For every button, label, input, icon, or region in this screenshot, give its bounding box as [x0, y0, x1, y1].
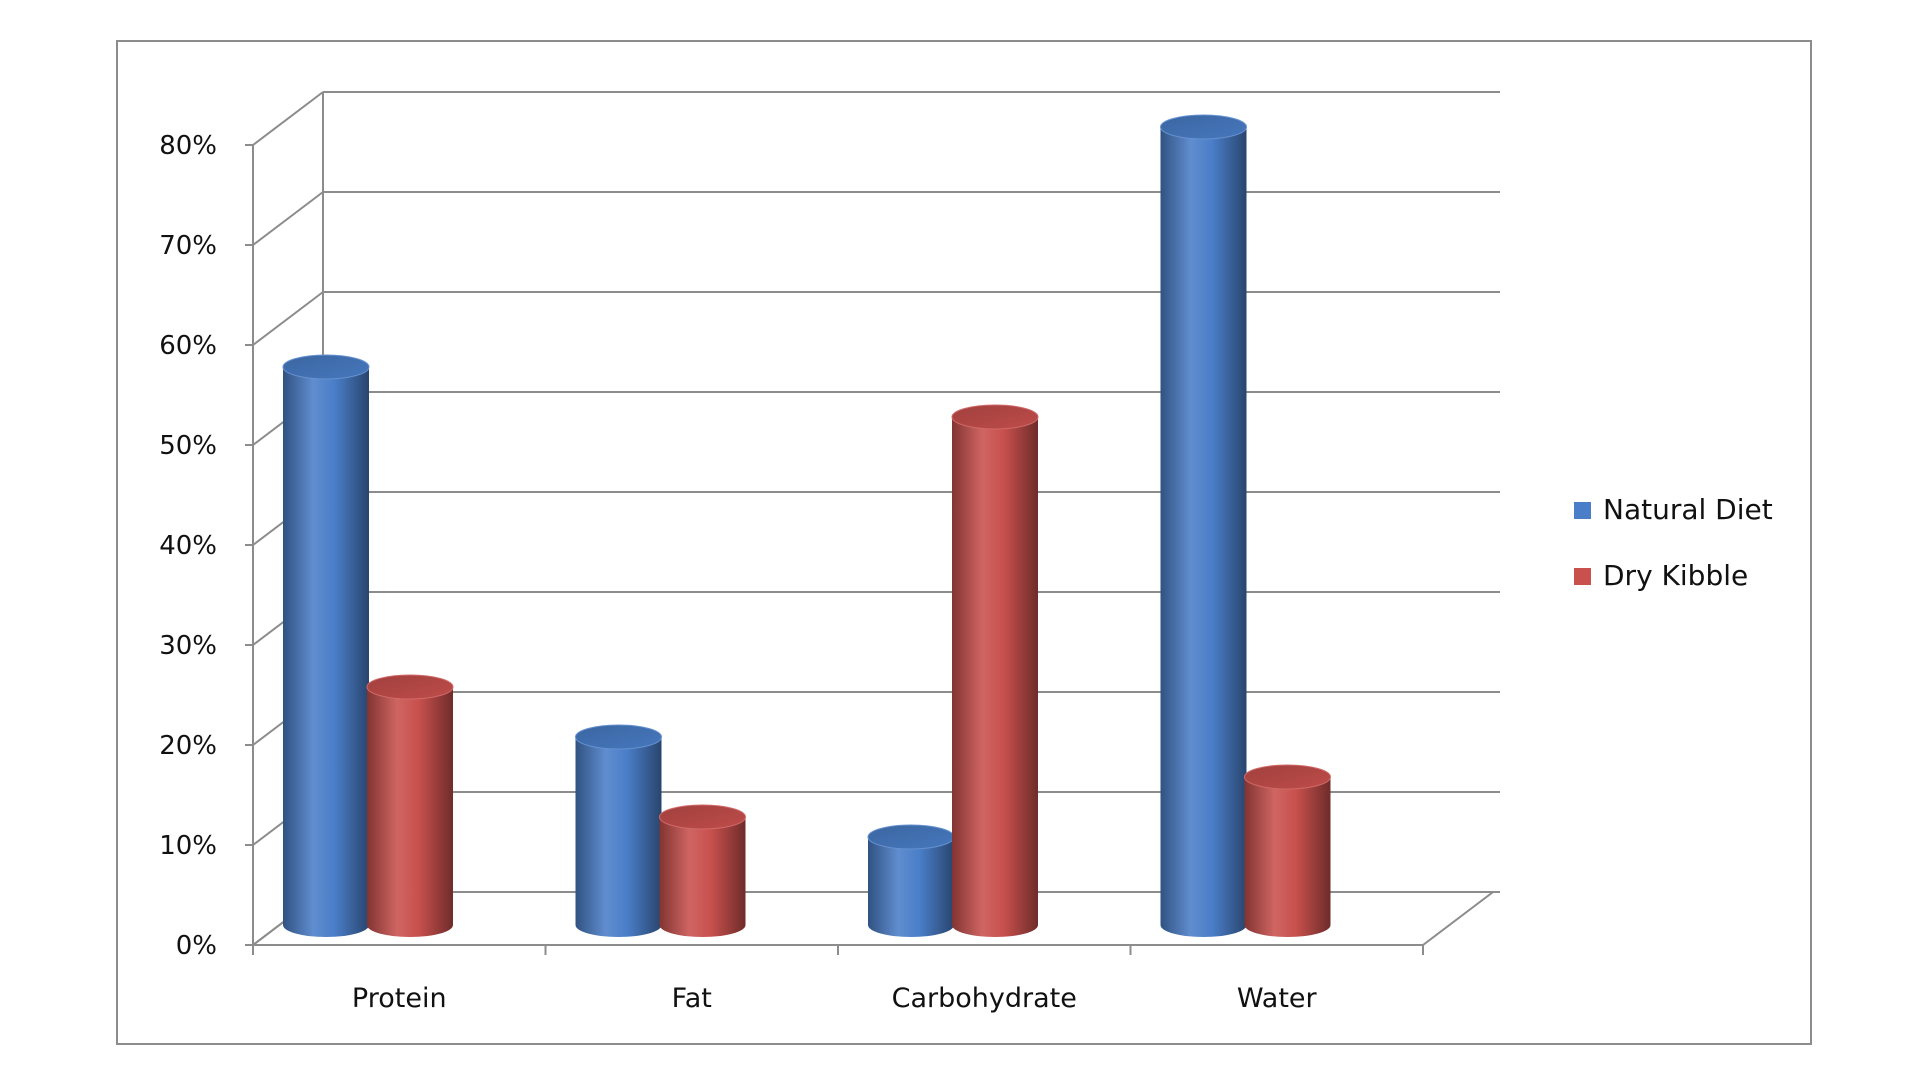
bar [659, 804, 746, 937]
bar-body [952, 417, 1038, 937]
x-category-label: Protein [352, 983, 447, 1014]
bar-body [575, 737, 662, 937]
y-tick-label: 10% [159, 831, 217, 861]
bars [282, 114, 1331, 937]
legend-swatch [1574, 502, 1591, 519]
bar-top [1160, 114, 1247, 140]
bar [951, 404, 1039, 937]
bar [575, 724, 662, 937]
x-category-label: Fat [672, 983, 712, 1014]
y-tick-label: 70% [159, 231, 217, 261]
x-category-label: Carbohydrate [892, 983, 1077, 1014]
bar [1160, 114, 1247, 937]
bar-top [575, 724, 662, 750]
legend-item: Dry Kibble [1574, 559, 1748, 592]
bar-body [1244, 777, 1331, 937]
bar-top [366, 674, 454, 700]
bar [282, 354, 370, 937]
bar [366, 674, 454, 937]
y-tick-label: 50% [159, 431, 217, 461]
y-tick-label: 30% [159, 631, 217, 661]
gridline-diagonal [252, 191, 324, 246]
bar-body [367, 687, 453, 937]
bar-body [868, 837, 954, 937]
legend-label: Dry Kibble [1603, 559, 1748, 592]
bar-top [867, 824, 955, 850]
x-axis-category-labels: Protein Fat Carbohydrate Water [352, 983, 1318, 1014]
gridline-diagonal [252, 91, 324, 146]
bar-top [951, 404, 1039, 430]
bar [867, 824, 955, 937]
bar-body [283, 367, 369, 937]
bar-top [659, 804, 746, 830]
legend-label: Natural Diet [1603, 493, 1773, 526]
x-category-label: Water [1237, 983, 1318, 1014]
y-tick-label: 60% [159, 331, 217, 361]
bar-top [1244, 764, 1331, 790]
legend-item: Natural Diet [1574, 493, 1773, 526]
bar-body [659, 817, 746, 937]
bar-body [1160, 127, 1247, 937]
legend-swatch [1574, 568, 1591, 585]
bar-top [282, 354, 370, 380]
y-axis-tick-labels: 0% 10% 20% 30% 40% 50% 60% 70% 80% [159, 131, 217, 961]
y-tick-label: 20% [159, 731, 217, 761]
bar [1244, 764, 1331, 937]
y-tick-label: 0% [176, 931, 217, 961]
y-tick-label: 40% [159, 531, 217, 561]
gridline-diagonal [252, 291, 324, 346]
y-tick-label: 80% [159, 131, 217, 161]
legend: Natural Diet Dry Kibble [1574, 493, 1773, 592]
